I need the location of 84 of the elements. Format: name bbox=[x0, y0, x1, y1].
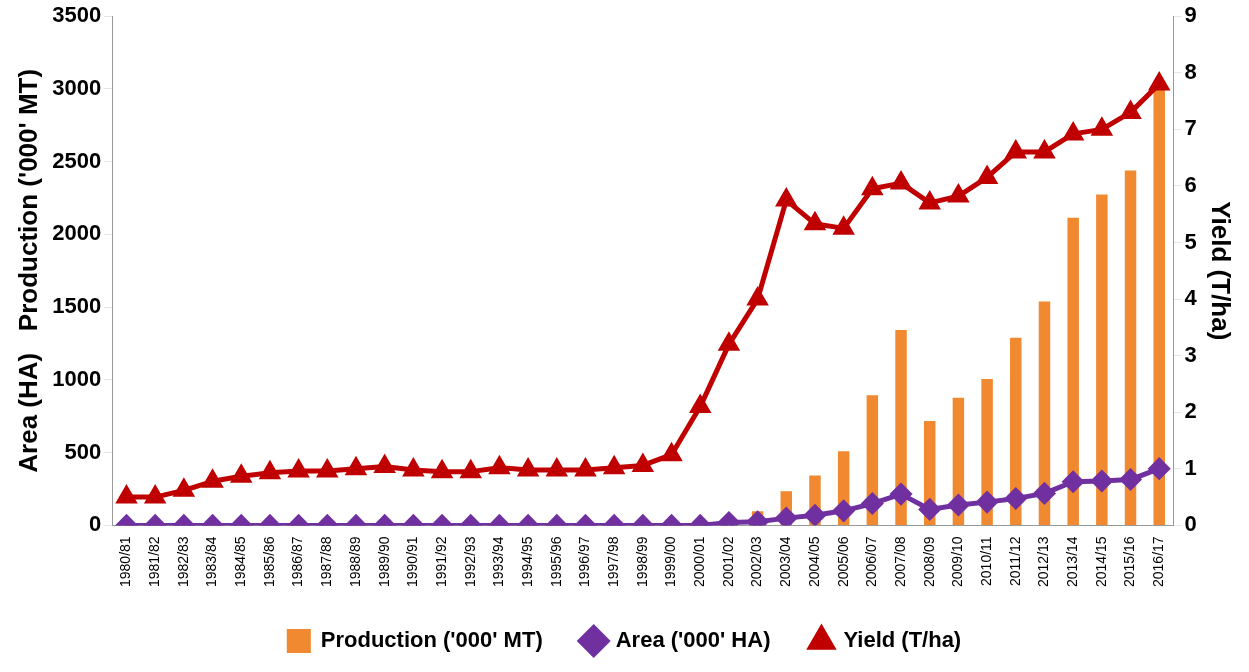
point bbox=[832, 215, 855, 235]
point bbox=[1090, 116, 1113, 136]
x-tick-label: 2015/16 bbox=[1121, 536, 1138, 587]
x-tick-label: 2001/02 bbox=[719, 536, 736, 587]
y-tick-label: 2000 bbox=[52, 220, 102, 246]
x-tick-label: 2008/09 bbox=[920, 536, 937, 587]
point bbox=[287, 458, 310, 478]
x-tick-label: 2016/17 bbox=[1150, 536, 1167, 587]
x-tick-label: 2000/01 bbox=[691, 536, 708, 587]
bar bbox=[1096, 194, 1108, 525]
x-tick-label: 2013/14 bbox=[1064, 536, 1081, 587]
x-tick-label: 1994/95 bbox=[518, 536, 535, 587]
point bbox=[775, 187, 798, 207]
x-tick-label: 1988/89 bbox=[346, 536, 363, 587]
point bbox=[115, 484, 138, 504]
y-tick-label: 2500 bbox=[52, 147, 102, 173]
y-tick-label: 1000 bbox=[52, 365, 102, 391]
x-tick-label: 1999/00 bbox=[662, 536, 679, 587]
legend-label: Production ('000' MT) bbox=[320, 627, 543, 653]
bar bbox=[1067, 217, 1079, 525]
x-tick-label: 1995/96 bbox=[547, 536, 564, 587]
x-tick-label: 1986/87 bbox=[289, 536, 306, 587]
bar bbox=[1124, 170, 1137, 525]
point bbox=[746, 286, 769, 306]
y2-tick-label: 3 bbox=[1184, 341, 1197, 367]
point bbox=[230, 463, 253, 483]
x-tick-label: 1987/88 bbox=[318, 536, 335, 587]
y2-tick-label: 5 bbox=[1184, 228, 1197, 254]
y2-tick-label: 0 bbox=[1184, 511, 1197, 537]
x-tick-label: 1980/81 bbox=[117, 536, 134, 587]
x-tick-label: 1993/94 bbox=[490, 536, 507, 587]
y-tick-label: 3500 bbox=[52, 2, 102, 28]
y2-tick-label: 6 bbox=[1184, 171, 1197, 197]
y2-tick-label: 8 bbox=[1184, 58, 1197, 84]
x-tick-label: 2007/08 bbox=[891, 536, 908, 587]
y2-tick-label: 7 bbox=[1184, 115, 1197, 141]
x-tick-label: 1996/97 bbox=[576, 536, 593, 587]
x-tick-label: 2011/12 bbox=[1006, 536, 1023, 586]
x-tick-label: 2002/03 bbox=[748, 536, 765, 587]
x-tick-label: 2004/05 bbox=[805, 536, 822, 587]
y2-tick-label: 1 bbox=[1184, 454, 1197, 480]
x-tick-label: 2014/15 bbox=[1092, 536, 1109, 587]
point bbox=[1121, 99, 1142, 119]
x-tick-label: 2005/06 bbox=[834, 536, 851, 587]
y2-tick-label: 2 bbox=[1184, 398, 1197, 424]
y-tick-label: 500 bbox=[64, 438, 102, 464]
x-tick-label: 1990/91 bbox=[404, 536, 421, 587]
x-tick-label: 2010/11 bbox=[977, 536, 994, 586]
x-tick-label: 1991/92 bbox=[432, 536, 449, 587]
point bbox=[717, 331, 740, 351]
point bbox=[803, 211, 827, 231]
bar bbox=[895, 330, 907, 525]
point bbox=[631, 452, 654, 472]
y-axis-title: Area (HA) Production ('000' MT) bbox=[12, 68, 43, 473]
point bbox=[889, 170, 912, 190]
legend-label: Area ('000' HA) bbox=[615, 627, 771, 653]
point bbox=[1148, 71, 1171, 91]
x-tick-label: 1997/98 bbox=[605, 536, 622, 587]
x-tick-label: 1985/86 bbox=[260, 536, 277, 587]
y2-tick-label: 4 bbox=[1184, 285, 1198, 311]
x-tick-label: 1998/99 bbox=[633, 536, 650, 587]
point bbox=[201, 468, 224, 488]
x-tick-label: 2006/07 bbox=[863, 536, 880, 587]
x-tick-label: 1992/93 bbox=[461, 536, 478, 587]
y-tick-label: 3000 bbox=[52, 75, 102, 100]
point bbox=[947, 183, 970, 203]
point bbox=[316, 458, 339, 478]
x-tick-label: 2012/13 bbox=[1035, 536, 1052, 587]
x-tick-label: 2003/04 bbox=[777, 536, 794, 587]
point bbox=[144, 484, 167, 504]
x-tick-label: 1982/83 bbox=[174, 536, 191, 587]
x-tick-label: 2009/10 bbox=[949, 536, 966, 587]
x-tick-label: 1989/90 bbox=[375, 536, 392, 587]
x-tick-label: 1981/82 bbox=[146, 536, 163, 587]
x-tick-label: 1984/85 bbox=[232, 536, 249, 587]
legend-label: Yield (T/ha) bbox=[843, 627, 962, 653]
x-tick-label: 1983/84 bbox=[203, 536, 220, 587]
bar bbox=[1010, 337, 1022, 525]
point bbox=[172, 477, 195, 497]
y-tick-label: 0 bbox=[88, 511, 102, 537]
point bbox=[977, 164, 999, 184]
y-tick-label: 1500 bbox=[52, 293, 102, 319]
y2-axis-title: Yield (T/ha) bbox=[1206, 201, 1237, 341]
y2-tick-label: 9 bbox=[1184, 2, 1197, 28]
